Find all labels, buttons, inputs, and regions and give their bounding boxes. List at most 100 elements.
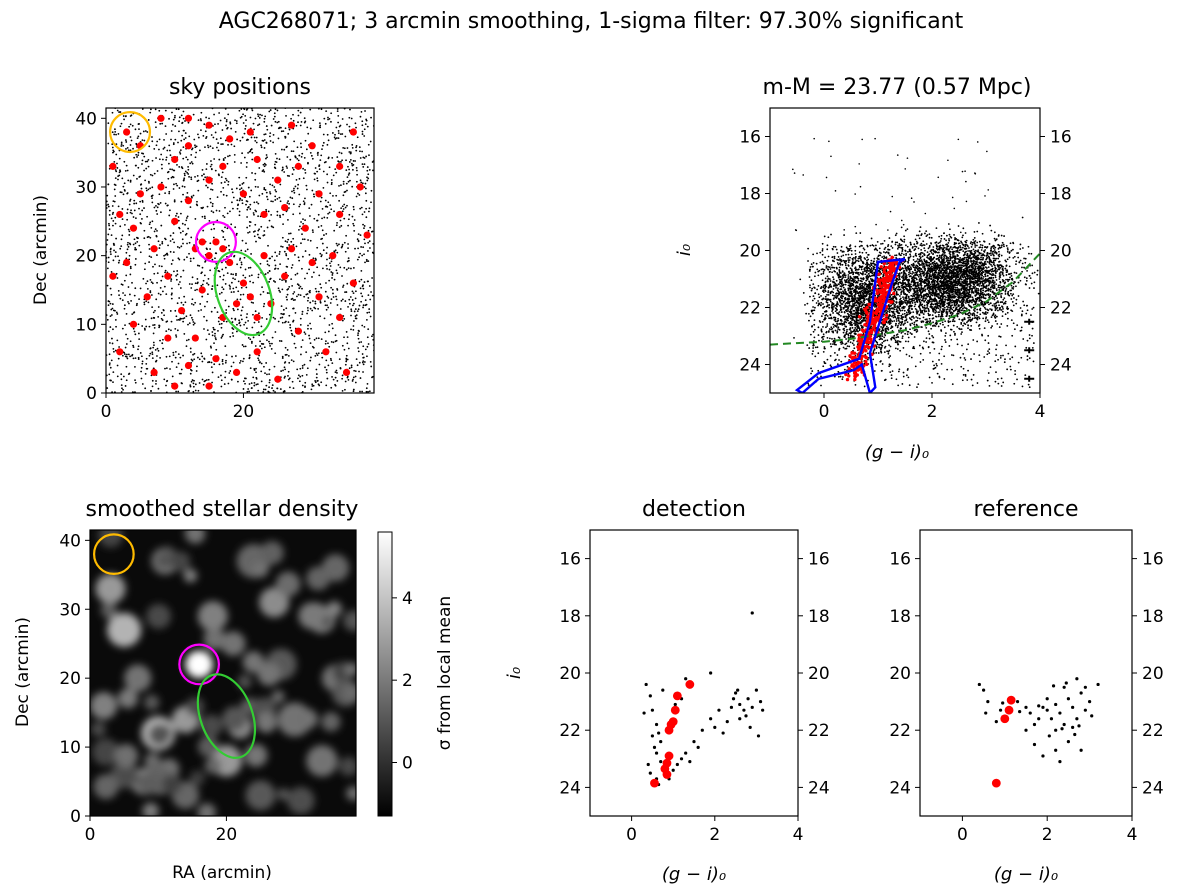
sky-star [173, 270, 175, 273]
sky-star [285, 353, 288, 356]
sky-star [129, 355, 132, 358]
sky-star [336, 272, 339, 275]
sky-star [152, 332, 155, 335]
sky-star [335, 171, 338, 174]
sky-star [129, 123, 132, 126]
sky-star [198, 264, 201, 267]
sky-star [334, 376, 337, 379]
sky-selected-star [109, 272, 117, 280]
sky-star [274, 331, 277, 333]
sky-star [201, 215, 204, 218]
sky-star [343, 147, 346, 150]
sky-star [150, 281, 153, 284]
sky-star [341, 374, 344, 377]
cmd-star [932, 286, 935, 289]
sky-star [260, 380, 263, 383]
sky-star [357, 350, 360, 353]
sky-star [354, 370, 357, 372]
sky-star [217, 149, 220, 152]
sky-star [169, 368, 171, 370]
sky-star [244, 382, 246, 385]
sky-star [149, 187, 152, 190]
sky-star [358, 146, 361, 149]
sky-star [345, 291, 348, 293]
cmd-star [964, 302, 967, 304]
sky-star [219, 275, 222, 278]
sky-star [116, 109, 119, 112]
sky-star [301, 364, 304, 367]
sky-star [207, 146, 210, 149]
sky-star [121, 354, 124, 357]
sky-star [364, 110, 366, 112]
sky-star [197, 119, 200, 122]
sky-star [122, 375, 125, 378]
cmd-star [957, 295, 960, 297]
cmd-star [922, 299, 924, 302]
sky-star [208, 219, 211, 222]
sky-star [314, 287, 317, 290]
sky-star [222, 333, 224, 336]
sky-star [153, 344, 155, 347]
sky-star [346, 342, 349, 345]
sky-star [150, 195, 153, 198]
sky-star [309, 307, 312, 310]
sky-star [125, 148, 127, 150]
sky-star [156, 355, 158, 357]
cmd-star [988, 295, 991, 298]
sky-star [159, 356, 162, 359]
sky-star [350, 267, 352, 270]
sky-star [140, 377, 143, 380]
sky-star [341, 389, 344, 392]
sky-star [321, 229, 324, 232]
sky-star [145, 357, 148, 360]
sky-star [209, 201, 212, 204]
cmd-star [988, 262, 991, 265]
sky-star [365, 216, 368, 219]
sky-star [367, 143, 370, 146]
cmd-star [888, 248, 891, 251]
sky-star [255, 141, 258, 144]
sky-star [323, 234, 325, 236]
sky-star [139, 287, 142, 290]
cmd-star [976, 241, 979, 244]
sky-star [194, 146, 197, 149]
sky-star [188, 252, 190, 255]
sky-star [188, 241, 191, 244]
cmd-star [987, 284, 990, 287]
sky-star [365, 387, 368, 390]
cmd-star [929, 273, 931, 276]
sky-star [342, 286, 344, 288]
cmd-star [990, 247, 992, 250]
sky-star [156, 213, 159, 215]
cmd-star [918, 306, 921, 309]
sky-star [160, 265, 163, 268]
sky-star [171, 292, 173, 295]
sky-star [266, 339, 268, 342]
sky-star [176, 270, 179, 272]
sky-star [106, 239, 109, 241]
cmd-star [960, 241, 963, 244]
sky-star [108, 209, 111, 212]
sky-star [212, 211, 215, 214]
cmd-star [991, 304, 994, 307]
sky-star [321, 237, 323, 240]
sky-star [299, 203, 302, 206]
sky-star [221, 129, 224, 131]
sky-star [324, 290, 327, 293]
sky-star [285, 265, 288, 268]
sky-star [301, 313, 304, 316]
sky-star [219, 119, 222, 122]
sky-star [346, 260, 349, 263]
sky-star [333, 210, 335, 213]
sky-star [232, 273, 235, 276]
cmd-star [919, 226, 922, 229]
sky-star [230, 378, 233, 381]
sky-star [340, 224, 343, 227]
sky-star [192, 321, 195, 323]
sky-star [141, 139, 144, 142]
sky-star [230, 291, 233, 294]
cmd-star [909, 241, 912, 244]
cmd-star [994, 251, 996, 254]
sky-star [187, 338, 190, 341]
